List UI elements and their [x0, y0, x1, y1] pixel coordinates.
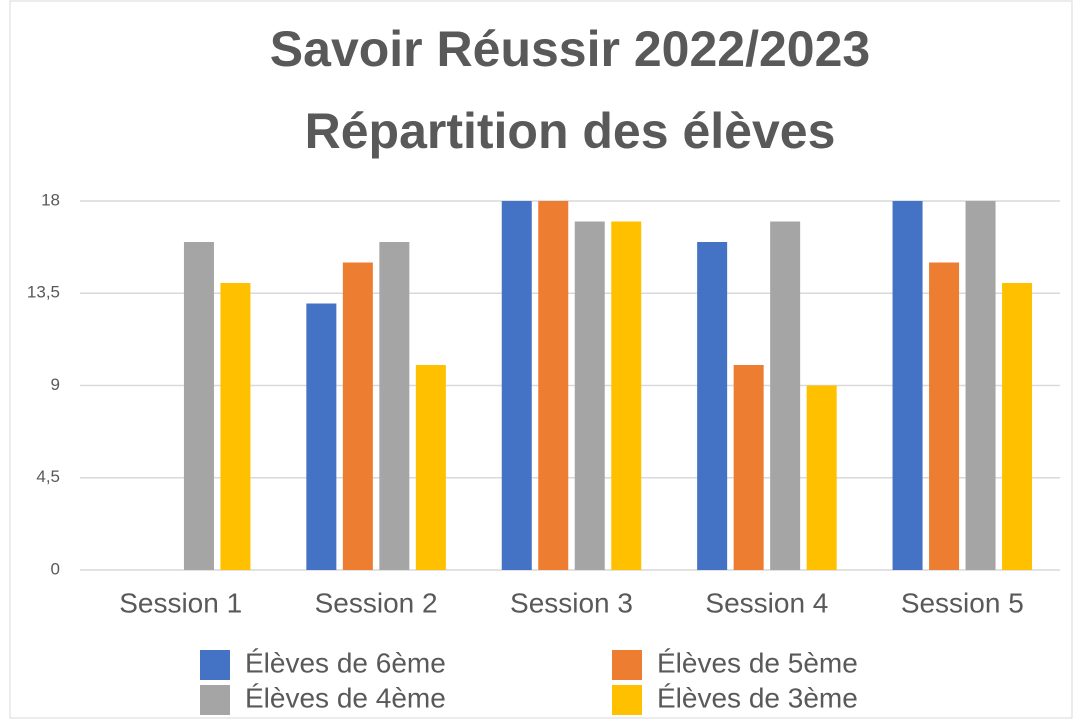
bar — [342, 262, 373, 570]
y-tick-label: 18 — [41, 190, 60, 209]
chart-border — [9, 0, 1073, 719]
legend-swatch — [200, 650, 230, 680]
bar — [220, 283, 251, 570]
legend-swatch — [612, 650, 642, 680]
bar — [697, 242, 728, 570]
y-tick-label: 0 — [51, 559, 60, 578]
legend-label: Élèves de 5ème — [657, 647, 858, 678]
y-tick-label: 4,5 — [36, 467, 60, 486]
y-tick-label: 9 — [51, 375, 60, 394]
bar — [379, 242, 410, 570]
bar — [806, 385, 837, 570]
legend-swatch — [200, 685, 230, 715]
legend-label: Élèves de 4ème — [245, 682, 446, 713]
bar — [770, 221, 801, 570]
bar — [183, 242, 214, 570]
x-tick-label: Session 2 — [315, 587, 438, 618]
x-tick-label: Session 4 — [705, 587, 828, 618]
bar — [501, 201, 532, 570]
bar — [611, 221, 642, 570]
bar — [965, 201, 996, 570]
x-tick-label: Session 1 — [119, 587, 242, 618]
legend-label: Élèves de 3ème — [657, 682, 858, 713]
y-tick-label: 13,5 — [27, 283, 60, 302]
bar — [574, 221, 605, 570]
legend-swatch — [612, 685, 642, 715]
bar — [892, 201, 923, 570]
bar — [929, 262, 960, 570]
bar — [538, 201, 569, 570]
chart-title: Savoir Réussir 2022/2023 Répartition des… — [269, 21, 871, 159]
bar — [306, 303, 337, 570]
bar — [1002, 283, 1033, 570]
bar — [415, 365, 446, 570]
legend-label: Élèves de 6ème — [245, 647, 446, 678]
x-tick-label: Session 3 — [510, 587, 633, 618]
bar — [733, 365, 764, 570]
x-tick-label: Session 5 — [901, 587, 1024, 618]
